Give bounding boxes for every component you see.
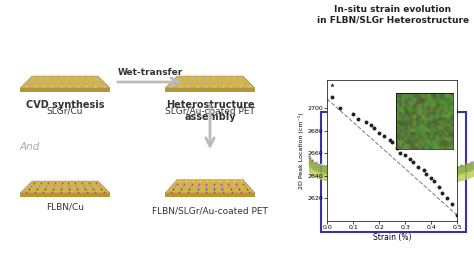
Point [409,160,417,164]
Polygon shape [165,76,255,88]
Point [328,83,336,87]
FancyBboxPatch shape [321,112,466,232]
Point [443,196,451,200]
Point [401,153,409,158]
Point [328,95,336,99]
Point [393,145,401,150]
Text: Wet-transfer: Wet-transfer [118,68,182,77]
Point [438,191,446,195]
Point [381,134,388,138]
Polygon shape [165,179,255,193]
FancyBboxPatch shape [389,93,398,99]
Polygon shape [20,76,110,88]
Text: FLBN/Cu: FLBN/Cu [46,202,84,211]
Text: CVD synthesis: CVD synthesis [26,100,104,110]
Point [349,112,357,116]
Polygon shape [98,181,110,197]
Polygon shape [165,88,255,92]
Text: Heterostructure
assembly: Heterostructure assembly [166,100,255,122]
Point [386,137,393,142]
Polygon shape [386,117,400,149]
Polygon shape [20,193,110,197]
Point [430,179,438,183]
FancyBboxPatch shape [385,98,401,118]
X-axis label: Strain (%): Strain (%) [373,233,411,242]
Y-axis label: 2D Peak Location (cm⁻¹): 2D Peak Location (cm⁻¹) [298,112,304,189]
Point [420,168,428,172]
Point [396,151,404,155]
Point [414,165,422,169]
Text: SLGr/Au-coated PET: SLGr/Au-coated PET [165,107,255,116]
Point [407,157,414,161]
Point [337,106,344,110]
Point [428,176,435,180]
Point [435,185,443,189]
Point [389,140,396,144]
Point [375,131,383,135]
Polygon shape [243,179,255,197]
Polygon shape [20,88,110,92]
Text: And: And [20,142,40,152]
Point [368,123,375,127]
Point [448,202,456,206]
Polygon shape [20,181,110,193]
Text: In-situ strain evolution
in FLBN/SLGr Heterostructure: In-situ strain evolution in FLBN/SLGr He… [317,5,469,24]
Point [370,126,378,130]
Point [422,171,430,176]
Point [454,213,461,217]
Text: FLBN/SLGr/Au-coated PET: FLBN/SLGr/Au-coated PET [152,207,268,216]
Point [362,120,370,124]
Polygon shape [165,193,255,197]
Text: SLGr/Cu: SLGr/Cu [47,107,83,116]
Polygon shape [98,76,110,92]
Point [355,117,362,121]
Polygon shape [243,76,255,92]
